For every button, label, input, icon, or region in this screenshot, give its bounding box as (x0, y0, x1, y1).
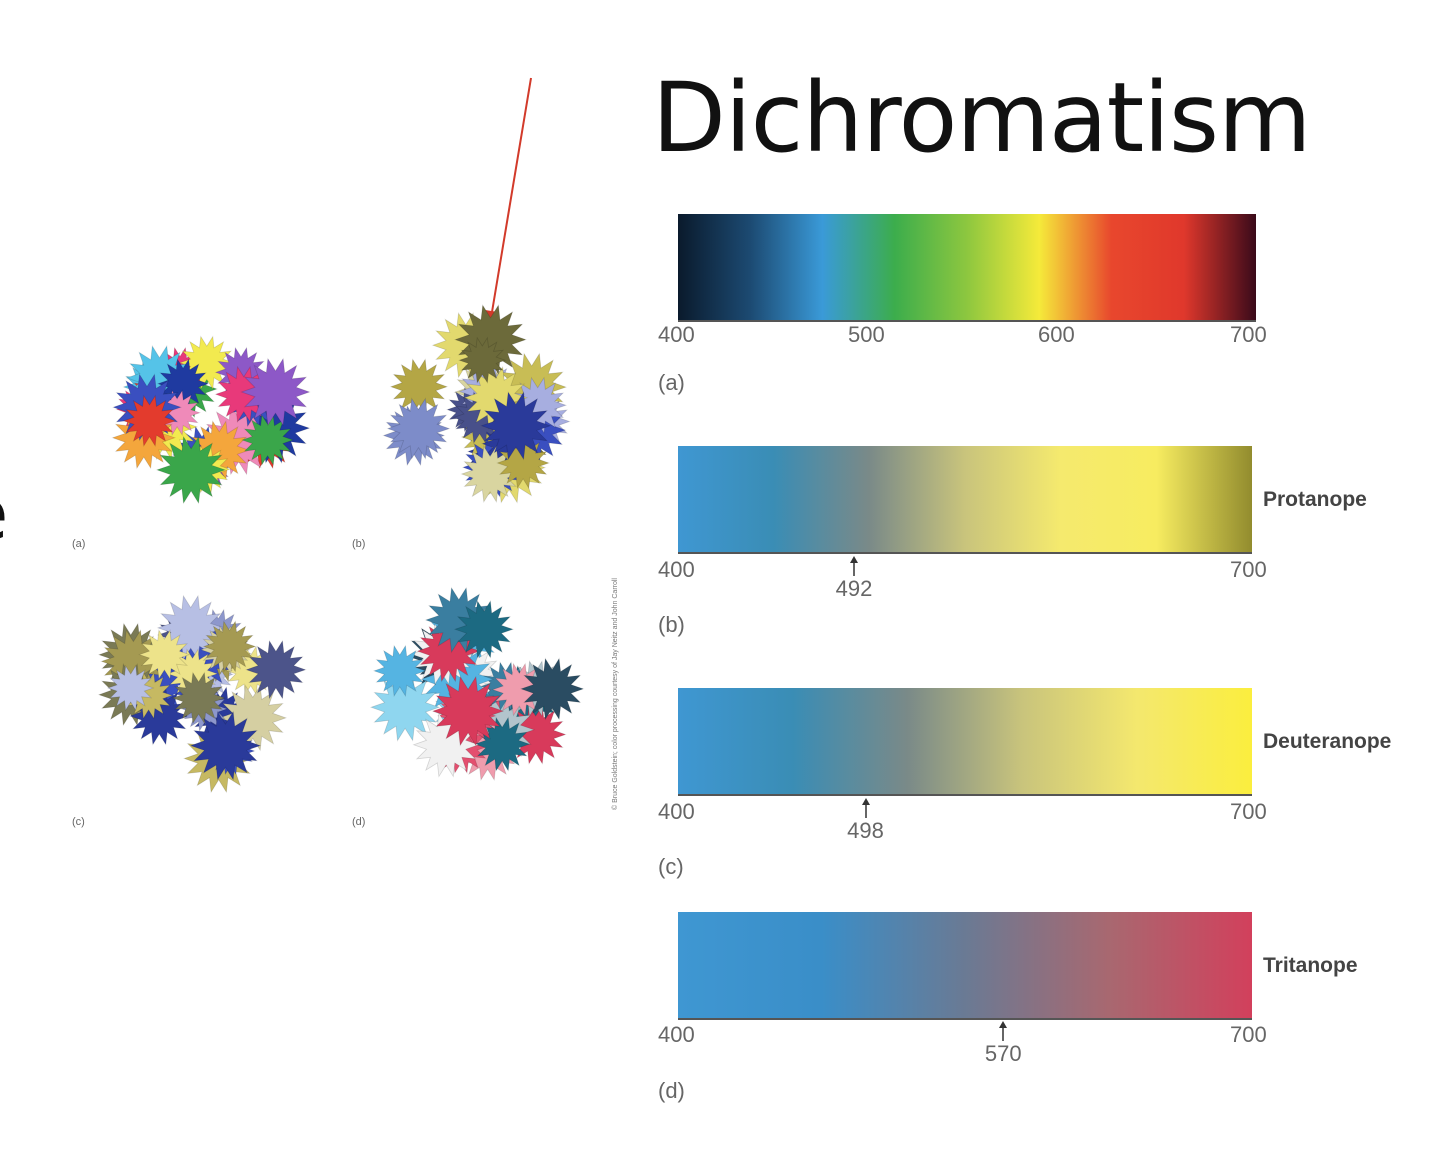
condition-label-protanope: Protanope (1263, 488, 1367, 511)
image-credit: © Bruce Goldstein; color processing cour… (612, 578, 619, 810)
spectrum-bar-deuteranope (678, 688, 1252, 796)
flower-blossom (240, 414, 295, 466)
neutral-point-marker: 492 (834, 556, 874, 602)
flower-blossom (240, 357, 311, 427)
flower-blossom (245, 639, 307, 700)
flower-label-c: (c) (72, 816, 85, 828)
flower-blossom (369, 672, 441, 742)
spectrum-bar-tritanope (678, 912, 1252, 1020)
tick-label: 400 (658, 322, 695, 347)
neutral-point-value: 492 (835, 576, 873, 601)
tick-label: 700 (1230, 557, 1267, 582)
tick-label: 400 (658, 1022, 695, 1047)
neutral-point-marker: 498 (846, 798, 886, 844)
tick-label: 500 (848, 322, 885, 347)
slide-title: Dichromatism (652, 62, 1311, 174)
neutral-point-value: 498 (847, 818, 884, 843)
tick-label: 400 (658, 557, 695, 582)
flower-blossom (138, 629, 191, 680)
flower-blossom (155, 435, 227, 505)
flower-blossom (106, 664, 155, 712)
condition-label-deuteranope: Deuteranope (1263, 730, 1392, 753)
flower-blossom (458, 336, 507, 384)
panel-label-b: (b) (658, 612, 685, 637)
flower-image-protanope (346, 286, 606, 526)
flower-blossom (122, 394, 177, 448)
tick-label: 700 (1230, 322, 1267, 347)
flower-blossom (372, 644, 427, 698)
flower-image-deuteranope (70, 568, 330, 808)
flower-label-a: (a) (72, 538, 86, 550)
flower-blossom (202, 620, 257, 673)
tick-label: 700 (1230, 1022, 1267, 1047)
tick-label: 700 (1230, 799, 1267, 824)
flower-blossom (453, 599, 515, 659)
flower-blossom (189, 710, 262, 781)
tick-label: 400 (658, 799, 695, 824)
flower-blossom (519, 657, 585, 721)
tick-label: 600 (1038, 322, 1075, 347)
flower-blossom (171, 671, 226, 725)
flower-image-tritanope (346, 568, 606, 808)
flower-blossom (480, 391, 552, 461)
flower-image-normal (70, 286, 330, 526)
cut-off-text-fragment: e (0, 478, 8, 550)
spectrum-bar-normal (678, 214, 1256, 322)
panel-label-a: (a) (658, 370, 685, 395)
neutral-point-marker: 570 (983, 1021, 1023, 1067)
flower-blossom (389, 358, 449, 416)
flower-blossom (431, 675, 505, 747)
panel-label-d: (d) (658, 1078, 685, 1103)
condition-label-tritanope: Tritanope (1263, 954, 1358, 977)
panel-label-c: (c) (658, 854, 684, 879)
flower-label-b: (b) (352, 538, 366, 550)
spectrum-bar-protanope (678, 446, 1252, 554)
flower-label-d: (d) (352, 816, 366, 828)
neutral-point-value: 570 (984, 1041, 1022, 1066)
flower-blossom (460, 445, 520, 503)
flower-blossom (386, 397, 451, 460)
